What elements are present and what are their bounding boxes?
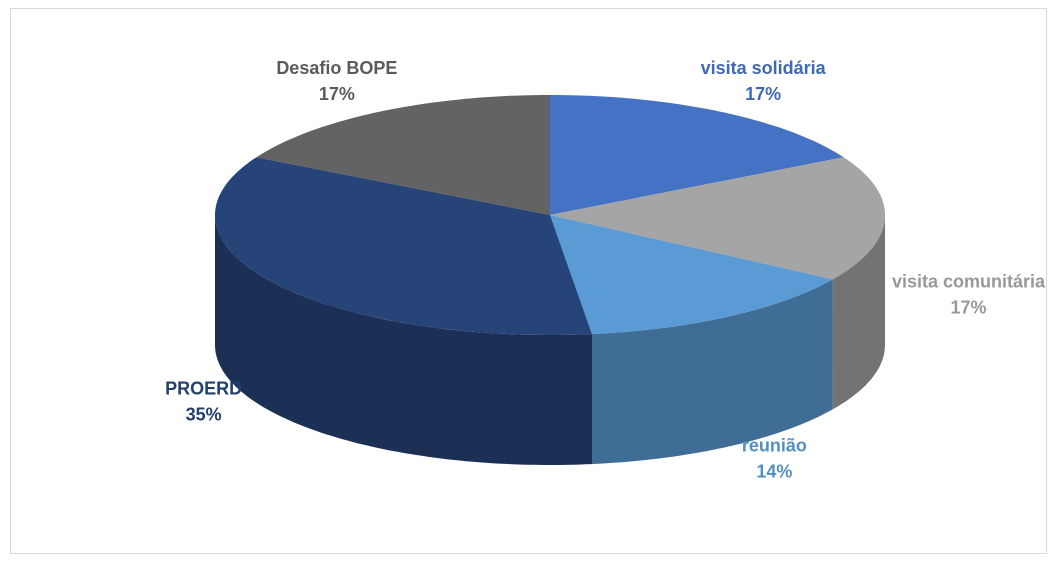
data-label-value: 35%: [186, 405, 222, 425]
slice: [256, 95, 550, 215]
data-label-name: reunião: [742, 436, 807, 456]
data-label-value: 17%: [745, 84, 781, 104]
slice: [550, 215, 833, 335]
data-label-name: visita comunitária: [892, 271, 1046, 291]
slice: [550, 95, 844, 215]
data-label-value: 14%: [756, 462, 792, 482]
slice-side: [215, 215, 592, 465]
data-label-name: visita solidária: [701, 58, 827, 78]
slice-side: [832, 215, 885, 410]
slice: [215, 157, 592, 335]
data-label-name: Desafio BOPE: [276, 58, 397, 78]
data-label-value: 17%: [319, 84, 355, 104]
data-label-value: 17%: [951, 297, 987, 317]
data-label-name: PROERD: [165, 379, 242, 399]
slice-side: [592, 279, 833, 465]
slice: [550, 157, 885, 280]
